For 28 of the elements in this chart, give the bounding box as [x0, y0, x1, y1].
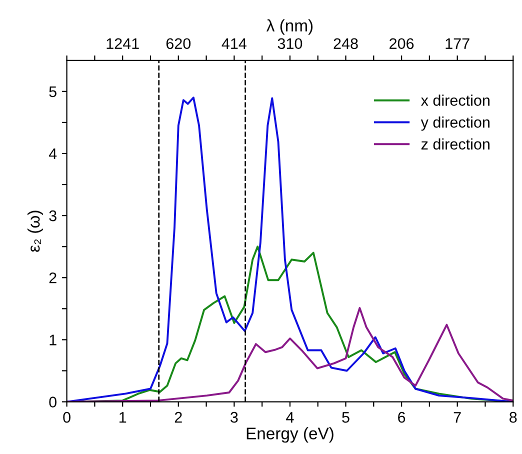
annotation: 414 — [222, 38, 246, 49]
x-axis-title: Energy (eV) — [246, 427, 334, 443]
y-axis-title: ε₂ (ω) — [28, 210, 44, 252]
x-tick-label: 8 — [510, 412, 517, 423]
x-tick-label: 3 — [230, 412, 238, 423]
annotation: 310 — [278, 38, 302, 50]
x-tick-label: 1 — [120, 412, 126, 423]
annotation: 620 — [166, 38, 191, 50]
x-tick-label: 7 — [454, 412, 461, 423]
annotation: 1241 — [106, 38, 139, 49]
x-tick-label: 5 — [342, 412, 350, 423]
y-tick-label: 0 — [49, 396, 56, 408]
x2-axis-title: λ (nm) — [266, 19, 313, 35]
x-tick-label: 4 — [286, 412, 294, 423]
legend-label: x direction — [420, 94, 490, 106]
legend-label: y direction — [420, 116, 490, 131]
annotation: 177 — [446, 38, 470, 49]
x-tick-label: 2 — [174, 412, 182, 423]
y-tick-label: 2 — [49, 272, 56, 284]
x-tick-label: 0 — [63, 412, 70, 423]
annotation: 206 — [390, 38, 414, 50]
y-tick-label: 5 — [49, 86, 56, 98]
annotation: 248 — [334, 38, 358, 50]
y-tick-label: 4 — [48, 148, 57, 160]
y-tick-label: 1 — [50, 334, 56, 346]
y-tick-label: 3 — [49, 210, 56, 222]
x-tick-label: 6 — [398, 412, 406, 423]
legend-label: z direction — [421, 138, 490, 150]
